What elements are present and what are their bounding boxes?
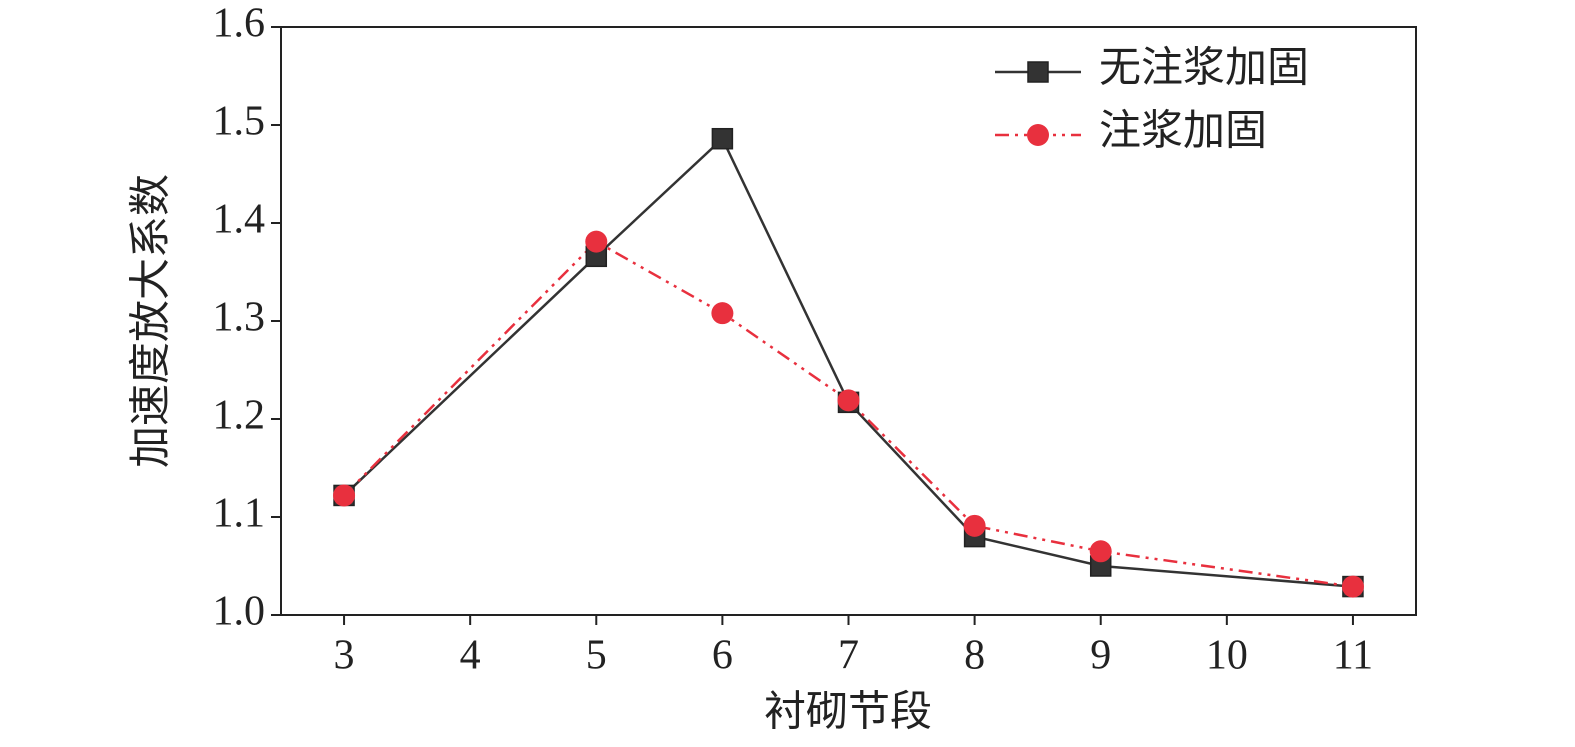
x-tick-label: 11 — [1333, 633, 1373, 679]
x-tick-label: 8 — [964, 633, 985, 679]
x-tick-label: 6 — [712, 633, 733, 679]
data-point — [711, 127, 734, 150]
y-tick-label: 1.4 — [213, 197, 266, 243]
y-tick-label: 1.0 — [213, 589, 266, 635]
x-axis-label: 衬砌节段 — [764, 690, 932, 736]
legend-label: 注浆加固 — [1099, 108, 1267, 155]
data-point — [963, 514, 986, 537]
data-point — [711, 302, 734, 325]
y-tick-label: 1.3 — [213, 295, 266, 341]
legend-marker — [1027, 124, 1049, 146]
x-tick-label: 9 — [1090, 633, 1111, 679]
series-line — [343, 136, 1354, 588]
x-tick-label: 10 — [1206, 633, 1248, 679]
y-axis-label: 加速度放大系数 — [129, 174, 175, 468]
data-point — [333, 484, 356, 507]
data-point — [1341, 575, 1364, 598]
data-point — [1089, 540, 1112, 563]
x-tick-label: 5 — [586, 633, 607, 679]
plot-frame — [280, 26, 1417, 616]
y-tick-label: 1.2 — [213, 393, 266, 439]
y-tick-label: 1.1 — [213, 491, 266, 537]
series-line — [343, 240, 1354, 588]
legend-label: 无注浆加固 — [1099, 45, 1309, 92]
x-tick-label: 3 — [334, 633, 355, 679]
y-tick-label: 1.5 — [213, 99, 266, 145]
data-point — [837, 389, 860, 412]
x-tick-label: 7 — [838, 633, 859, 679]
data-point — [585, 230, 608, 253]
legend-marker — [1027, 61, 1049, 83]
y-tick-label: 1.6 — [213, 1, 266, 47]
x-tick-label: 4 — [460, 633, 481, 679]
